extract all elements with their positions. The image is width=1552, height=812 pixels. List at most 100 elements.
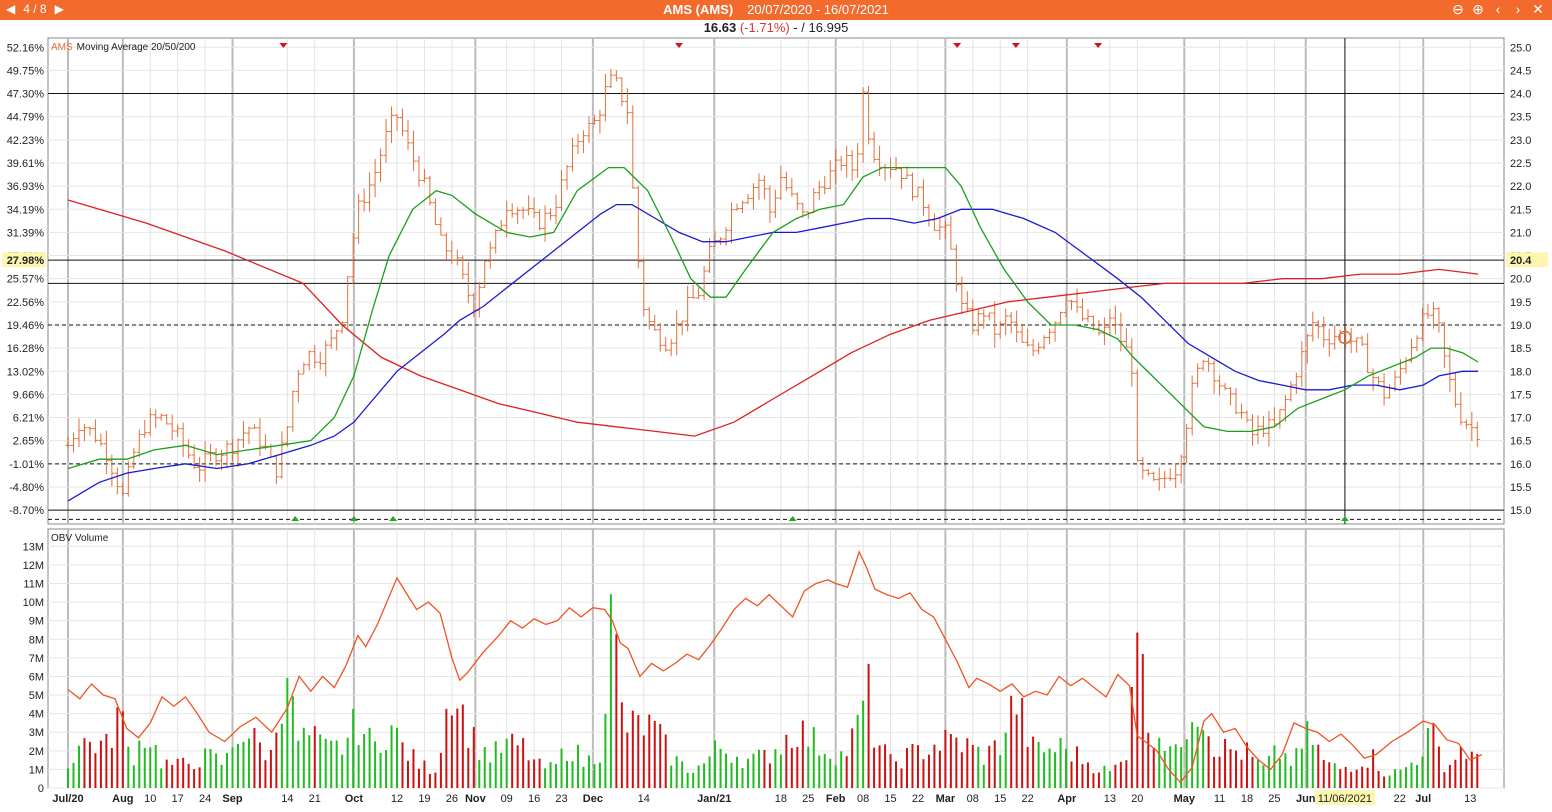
close-icon[interactable]: ✕ [1532, 1, 1544, 17]
price-panel [47, 37, 1505, 525]
right-highlight-label: 20.4 [1510, 255, 1532, 267]
volume-bar [1065, 748, 1068, 788]
volume-bar [1174, 744, 1177, 788]
volume-bar [83, 738, 86, 788]
volume-bar [335, 740, 338, 788]
volume-bar [1448, 764, 1451, 788]
next-chart-icon[interactable]: ▶ [54, 2, 64, 16]
volume-bar [626, 732, 629, 788]
x-tick-label: 24 [199, 793, 211, 805]
volume-bar [889, 754, 892, 788]
volume-bar [1251, 756, 1254, 788]
volume-bar [1476, 754, 1479, 788]
volume-tick-label: 2M [29, 746, 44, 758]
volume-bar [121, 711, 124, 788]
volume-bar [1103, 765, 1106, 788]
x-tick-label: 19 [418, 793, 430, 805]
volume-bar [478, 760, 481, 788]
volume-bar [560, 748, 563, 788]
sell-signal-icon [1094, 43, 1103, 48]
volume-bar [88, 741, 91, 788]
volume-bar [1075, 746, 1078, 788]
volume-bar [823, 753, 826, 788]
price-change: (-1.71%) [739, 20, 790, 35]
chart-counter: 4 / 8 [23, 2, 47, 16]
volume-bar [895, 761, 898, 788]
volume-bar [374, 741, 377, 788]
volume-bar [1344, 766, 1347, 788]
reference-price: 16.995 [808, 20, 849, 35]
volume-bar [1152, 747, 1155, 788]
volume-bar [105, 733, 108, 788]
volume-bar [187, 763, 190, 788]
volume-bar [1054, 752, 1057, 788]
sell-signal-icon [1011, 43, 1020, 48]
volume-bar [1470, 751, 1473, 788]
volume-bar [966, 738, 969, 788]
y-right-tick-label: 24.0 [1510, 89, 1531, 101]
volume-bar [790, 748, 793, 788]
prev-icon[interactable]: ‹ [1495, 1, 1501, 17]
x-tick-label: 20 [1131, 793, 1143, 805]
volume-bar [165, 759, 168, 788]
volume-bar [286, 677, 289, 788]
volume-bar [538, 758, 541, 788]
volume-bar [291, 696, 294, 788]
volume-bar [1432, 722, 1435, 788]
volume-bar [648, 714, 651, 788]
y-left-tick-label: 39.61% [7, 158, 45, 170]
volume-bar [231, 747, 234, 788]
volume-bar [1267, 756, 1270, 788]
volume-bar [763, 749, 766, 788]
volume-bar [692, 772, 695, 788]
volume-bar [522, 738, 525, 788]
volume-bar [1256, 759, 1259, 788]
volume-bar [258, 742, 261, 788]
x-tick-label: 26 [446, 793, 458, 805]
volume-bar [1454, 759, 1457, 788]
volume-bar [412, 749, 415, 788]
x-tick-label: 25 [1268, 793, 1280, 805]
volume-bar [856, 714, 859, 788]
volume-bar [77, 745, 80, 788]
volume-bar [933, 744, 936, 788]
last-price: 16.63 [703, 20, 737, 35]
volume-bar [555, 763, 558, 788]
x-tick-label: 15 [994, 793, 1006, 805]
x-tick-label: 17 [172, 793, 184, 805]
zoom-in-icon[interactable]: ⊕ [1472, 1, 1484, 17]
volume-bar [319, 734, 322, 788]
volume-bar [604, 713, 607, 788]
obv-line [67, 550, 1483, 784]
volume-bar [1180, 747, 1183, 788]
prev-chart-icon[interactable]: ◀ [6, 2, 16, 16]
title-bar: ◀ 4 / 8 ▶ AMS (AMS) 20/07/2020 - 16/07/20… [0, 0, 1552, 20]
y-right-tick-label: 19.0 [1510, 320, 1531, 332]
volume-bar [127, 746, 130, 788]
volume-bar [456, 708, 459, 788]
volume-bar [977, 746, 980, 788]
sell-signal-icon [953, 43, 962, 48]
x-tick-label: 18 [1241, 793, 1253, 805]
volume-bar [489, 762, 492, 788]
volume-bar [642, 735, 645, 788]
volume-bar [379, 752, 382, 788]
next-icon[interactable]: › [1515, 1, 1521, 17]
volume-bar [1218, 756, 1221, 788]
volume-bar [851, 728, 854, 788]
price-legend: AMS Moving Average 20/50/200 [51, 42, 196, 53]
volume-bar [110, 748, 113, 788]
volume-bar [812, 727, 815, 788]
volume-bar [949, 733, 952, 788]
zoom-out-icon[interactable]: ⊖ [1452, 1, 1464, 17]
volume-bar [253, 728, 256, 788]
sell-signal-icon [675, 43, 684, 48]
volume-bar [1213, 756, 1216, 788]
volume-bar [445, 708, 448, 788]
buy-signal-icon [389, 516, 398, 521]
volume-bar [1377, 770, 1380, 788]
volume-bar [900, 768, 903, 788]
volume-bar [1459, 747, 1462, 788]
x-tick-label: Mar [936, 793, 956, 805]
